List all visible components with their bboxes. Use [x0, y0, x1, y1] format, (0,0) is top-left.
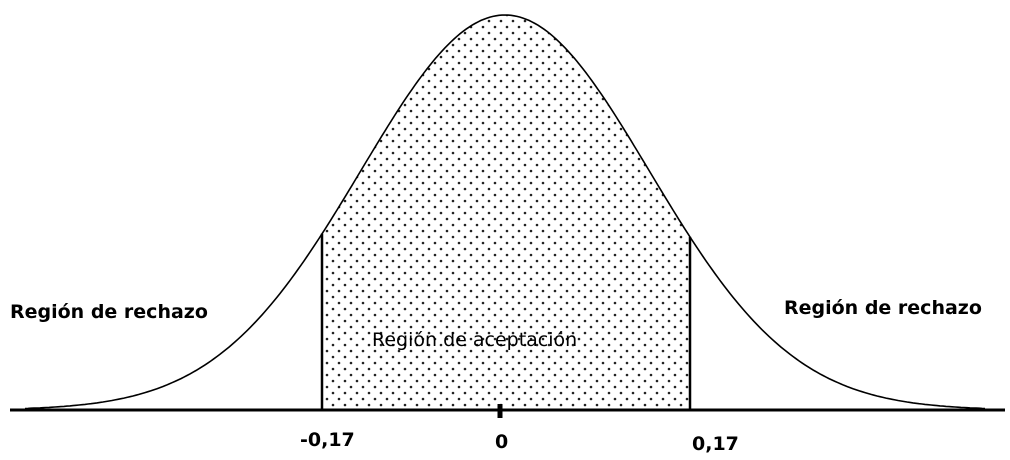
center-label: 0	[495, 431, 508, 453]
right-cut-label: 0,17	[692, 433, 739, 455]
center-region-label: Región de aceptación	[372, 329, 577, 351]
left-cut-label: -0,17	[300, 429, 355, 451]
acceptance-region	[322, 15, 690, 410]
left-region-label: Región de rechazo	[10, 301, 208, 323]
right-region-label: Región de rechazo	[784, 297, 982, 319]
bell-curve	[24, 14, 986, 410]
